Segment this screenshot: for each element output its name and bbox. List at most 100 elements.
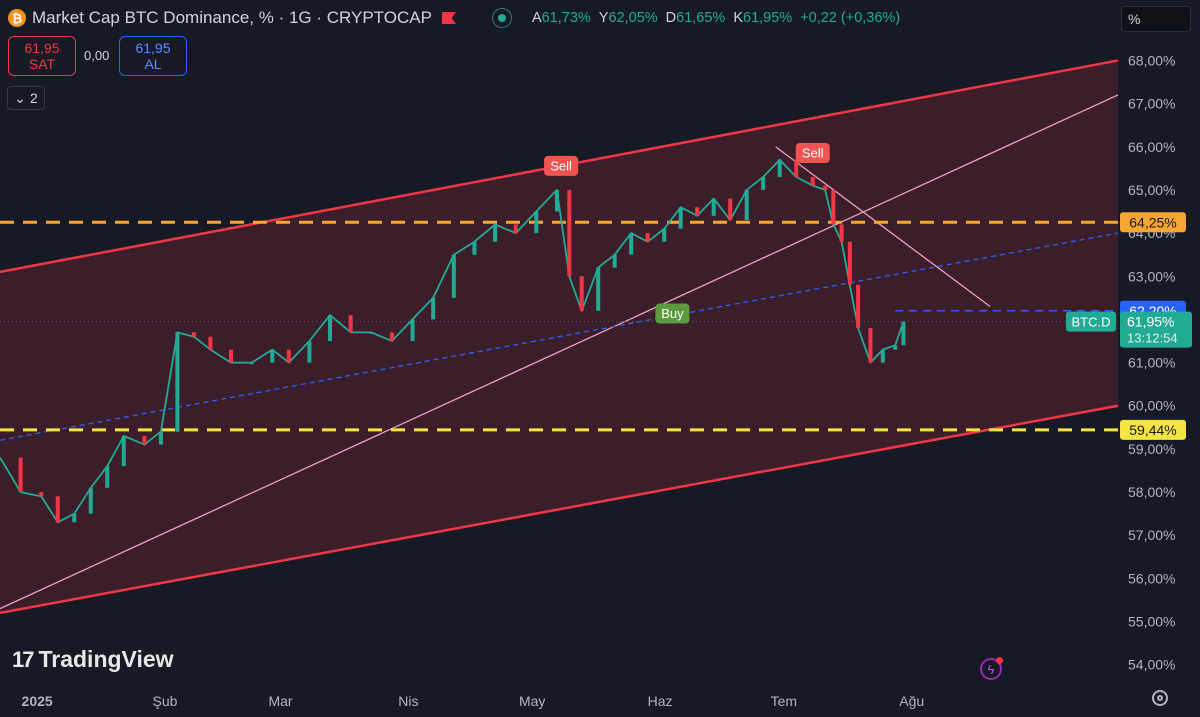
chevron-down-icon: ⌄ (14, 89, 26, 106)
candle-46 (823, 185, 828, 190)
candle-3 (55, 496, 60, 523)
signal-label-2: Sell (802, 145, 824, 160)
sell-button[interactable]: 61,95 SAT (8, 36, 76, 76)
sell-label: SAT (28, 56, 56, 72)
candle-51 (868, 328, 873, 363)
candle-31 (579, 276, 584, 311)
x-tick-2: Mar (268, 693, 292, 709)
candle-39 (711, 198, 716, 216)
open-value: 61,73% (541, 10, 591, 26)
x-tick-4: May (519, 693, 545, 709)
candle-25 (472, 241, 477, 255)
y-tick-4: 65,00% (1128, 182, 1175, 198)
price-series (0, 158, 906, 524)
candle-32 (596, 267, 601, 311)
y-tick-3: 66,00% (1128, 139, 1175, 155)
last-price-countdown: 13:12:54 (1127, 331, 1178, 346)
indicator-count: 2 (29, 90, 38, 106)
channel-lower-line (0, 404, 1119, 615)
price-label-0: 64,25% (1129, 214, 1176, 230)
candle-35 (645, 233, 650, 242)
chart-header: ₿ Market Cap BTC Dominance, % · 1G · CRY… (8, 8, 900, 28)
candle-54 (901, 321, 906, 346)
candle-20 (369, 332, 374, 334)
candle-21 (389, 332, 394, 341)
tradingview-mark-icon: 17 (12, 646, 35, 672)
candle-53 (893, 345, 898, 350)
y-tick-11: 58,00% (1128, 484, 1175, 500)
signal-sell-0: Sell (544, 155, 579, 176)
y-tick-6: 63,00% (1128, 268, 1175, 284)
trendlines (0, 94, 1119, 610)
candle-17 (307, 341, 312, 363)
last-price-box (1120, 311, 1192, 348)
signal-sell-2: Sell (795, 142, 830, 163)
x-tick-5: Haz (648, 693, 673, 709)
candle-38 (695, 207, 700, 216)
indicator-toggle[interactable]: ⌄ 2 (7, 86, 45, 110)
candle-30 (567, 189, 572, 277)
candle-41 (744, 189, 749, 221)
y-tick-12: 57,00% (1128, 527, 1175, 543)
horizontal-levels (0, 220, 1118, 432)
candle-7 (121, 435, 126, 467)
unit-selector[interactable]: % (1121, 6, 1191, 32)
candle-42 (761, 176, 766, 190)
candle-28 (534, 211, 539, 234)
candle-14 (249, 362, 254, 365)
buy-label: AL (144, 56, 162, 72)
candle-18 (328, 315, 333, 341)
candle-22 (410, 319, 415, 341)
candle-11 (191, 332, 196, 337)
high-value: 62,05% (608, 10, 658, 26)
signal-label-0: Sell (550, 158, 572, 173)
x-tick-1: Şub (153, 693, 178, 709)
low-value: 61,65% (676, 10, 726, 26)
candle-24 (451, 254, 456, 298)
trendline-1 (775, 146, 991, 307)
candle-50 (856, 284, 861, 329)
candle-19 (348, 315, 353, 333)
candle-4 (72, 513, 77, 523)
candle-52 (880, 349, 885, 363)
buy-price: 61,95 (135, 40, 171, 56)
price-label-box-2 (1120, 419, 1186, 440)
y-tick-9: 60,00% (1128, 398, 1175, 414)
candle-48 (839, 224, 844, 242)
candle-36 (662, 228, 667, 242)
candle-40 (728, 198, 733, 221)
y-tick-15: 54,00% (1128, 657, 1175, 673)
symbol-label-box (1066, 311, 1116, 332)
chart-title[interactable]: Market Cap BTC Dominance, % · 1G · CRYPT… (32, 8, 432, 27)
candle-34 (629, 233, 634, 255)
candle-16 (286, 349, 291, 363)
candle-45 (810, 176, 815, 186)
candle-26 (493, 224, 498, 242)
x-tick-6: Tem (771, 693, 797, 709)
candle-49 (847, 241, 852, 285)
change-value: +0,22 (+0,36%) (800, 10, 901, 26)
close-value: 61,95% (743, 10, 793, 26)
market-status-icon[interactable] (491, 8, 512, 28)
flag-icon[interactable] (441, 12, 456, 24)
gear-icon[interactable] (1152, 690, 1168, 706)
candle-44 (794, 159, 799, 177)
x-tick-3: Nis (398, 693, 418, 709)
spread-value: 0,00 (84, 48, 110, 63)
buy-button[interactable]: 61,95 AL (119, 36, 187, 76)
price-label-2: 59,44% (1129, 422, 1176, 438)
candle-43 (777, 159, 782, 177)
y-tick-10: 59,00% (1128, 441, 1175, 457)
ohlc-values: A61,73% Y62,05% D61,65% K61,95% +0,22 (+… (531, 10, 901, 26)
y-tick-14: 55,00% (1128, 614, 1175, 630)
price-label-box-0 (1120, 212, 1186, 233)
candle-8 (142, 435, 147, 445)
lightning-icon[interactable]: ϟ (980, 657, 1003, 680)
bitcoin-icon: ₿ (8, 9, 26, 27)
candle-23 (431, 297, 436, 320)
candle-12 (208, 336, 213, 350)
tradingview-logo[interactable]: 17 TradingView (12, 646, 174, 673)
candle-15 (270, 349, 275, 363)
candle-47 (831, 189, 836, 225)
